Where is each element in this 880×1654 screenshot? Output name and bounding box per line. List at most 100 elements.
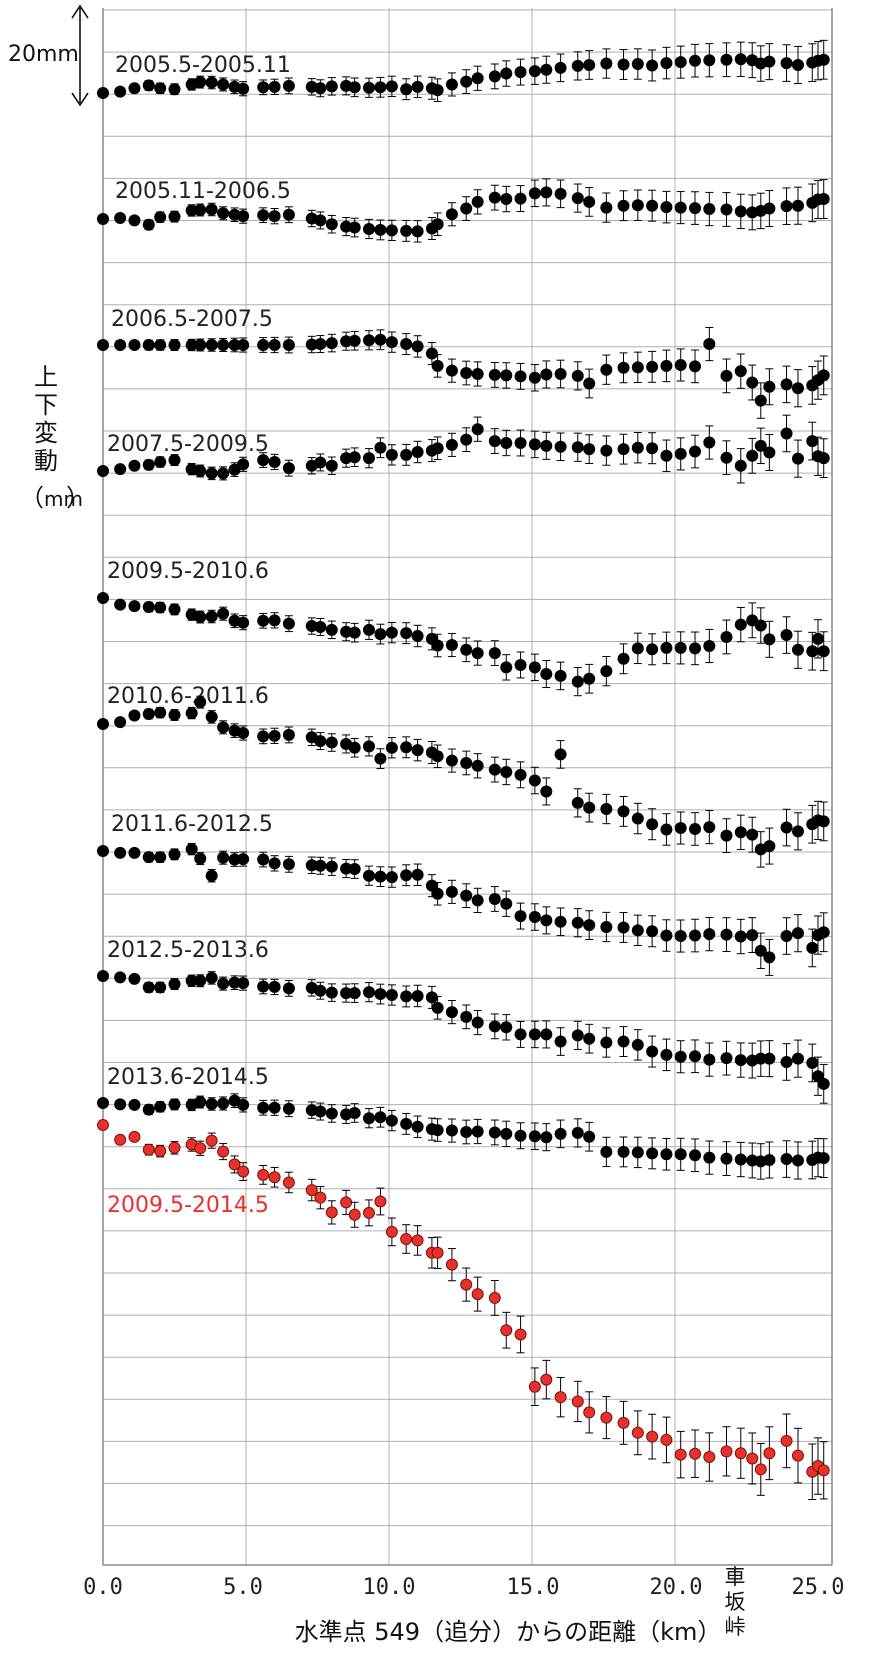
data-point: [431, 84, 444, 97]
series-group: [97, 178, 830, 243]
data-point: [400, 1117, 413, 1130]
data-point: [600, 803, 613, 816]
x-tick-label: 20.0: [650, 1575, 703, 1600]
data-point: [194, 76, 207, 89]
data-point: [194, 696, 207, 709]
data-point: [445, 364, 458, 377]
data-point: [268, 729, 281, 742]
data-point: [500, 661, 513, 674]
data-point: [617, 1145, 630, 1158]
series-group: [97, 326, 830, 419]
data-point: [734, 618, 747, 631]
data-point: [471, 423, 484, 436]
data-point: [282, 617, 295, 630]
data-point: [780, 427, 793, 440]
data-point: [791, 382, 804, 395]
data-point: [325, 337, 338, 350]
data-point: [154, 82, 167, 95]
data-point: [514, 1328, 527, 1341]
data-point: [660, 449, 673, 462]
x-tick-labels: 0.0 5.0 10.0 15.0 20.0 25.0: [83, 1575, 844, 1600]
data-point: [720, 829, 733, 842]
data-point: [128, 709, 141, 722]
data-point: [617, 361, 630, 374]
data-point: [142, 708, 155, 721]
data-point: [528, 65, 541, 78]
data-point: [646, 818, 659, 831]
data-point: [128, 82, 141, 95]
data-point: [257, 209, 270, 222]
data-point: [734, 459, 747, 472]
data-point: [154, 455, 167, 468]
data-point: [554, 440, 567, 453]
data-point: [374, 441, 387, 454]
data-point: [471, 195, 484, 208]
data-point: [660, 57, 673, 70]
data-point: [617, 1416, 630, 1429]
data-point: [431, 1246, 444, 1259]
data-point: [228, 1158, 241, 1171]
data-point: [528, 371, 541, 384]
data-point: [348, 1208, 361, 1221]
data-point: [228, 463, 241, 476]
data-point: [780, 1153, 793, 1166]
data-point: [97, 1097, 109, 1109]
data-point: [720, 1445, 733, 1458]
data-point: [257, 853, 270, 866]
data-point: [754, 394, 767, 407]
data-point: [791, 1154, 804, 1167]
data-point: [817, 193, 830, 206]
data-point: [554, 1127, 567, 1140]
series-label: 2010.6-2011.6: [107, 684, 269, 709]
data-point: [325, 736, 338, 749]
data-point: [646, 643, 659, 656]
data-point: [411, 225, 424, 238]
data-point: [763, 380, 776, 393]
data-point: [348, 863, 361, 876]
data-point: [385, 626, 398, 639]
series-group: [97, 970, 830, 1104]
data-point: [314, 82, 327, 95]
data-point: [817, 1077, 830, 1090]
data-point: [168, 848, 181, 861]
data-point: [817, 53, 830, 66]
data-point: [703, 928, 716, 941]
data-point: [471, 72, 484, 85]
data-point: [780, 821, 793, 834]
data-point: [554, 1391, 567, 1404]
data-point: [780, 200, 793, 213]
data-point: [660, 1148, 673, 1161]
data-point: [488, 1126, 501, 1139]
grid-lines: [103, 8, 832, 1565]
data-point: [114, 716, 127, 729]
data-point: [185, 707, 198, 720]
data-point: [780, 1055, 793, 1068]
data-point: [237, 458, 250, 471]
ylabel-char-7: ）: [66, 484, 90, 512]
data-point: [257, 81, 270, 94]
data-point: [411, 80, 424, 93]
data-point: [734, 53, 747, 66]
data-point: [374, 752, 387, 765]
data-point: [720, 203, 733, 216]
data-point: [689, 1149, 702, 1162]
data-point: [154, 706, 167, 719]
data-point: [540, 63, 553, 76]
data-point: [780, 378, 793, 391]
data-point: [617, 652, 630, 665]
data-point: [385, 741, 398, 754]
data-point: [385, 871, 398, 884]
data-point: [257, 614, 270, 627]
data-point: [600, 363, 613, 376]
data-point: [154, 339, 167, 351]
data-point: [528, 911, 541, 924]
data-point: [514, 192, 527, 205]
data-point: [374, 870, 387, 883]
data-point: [500, 1324, 513, 1337]
data-point: [385, 1114, 398, 1127]
data-point: [128, 214, 141, 227]
series-group: [97, 1093, 830, 1180]
data-point: [282, 858, 295, 871]
data-point: [631, 642, 644, 655]
data-point: [631, 1038, 644, 1051]
